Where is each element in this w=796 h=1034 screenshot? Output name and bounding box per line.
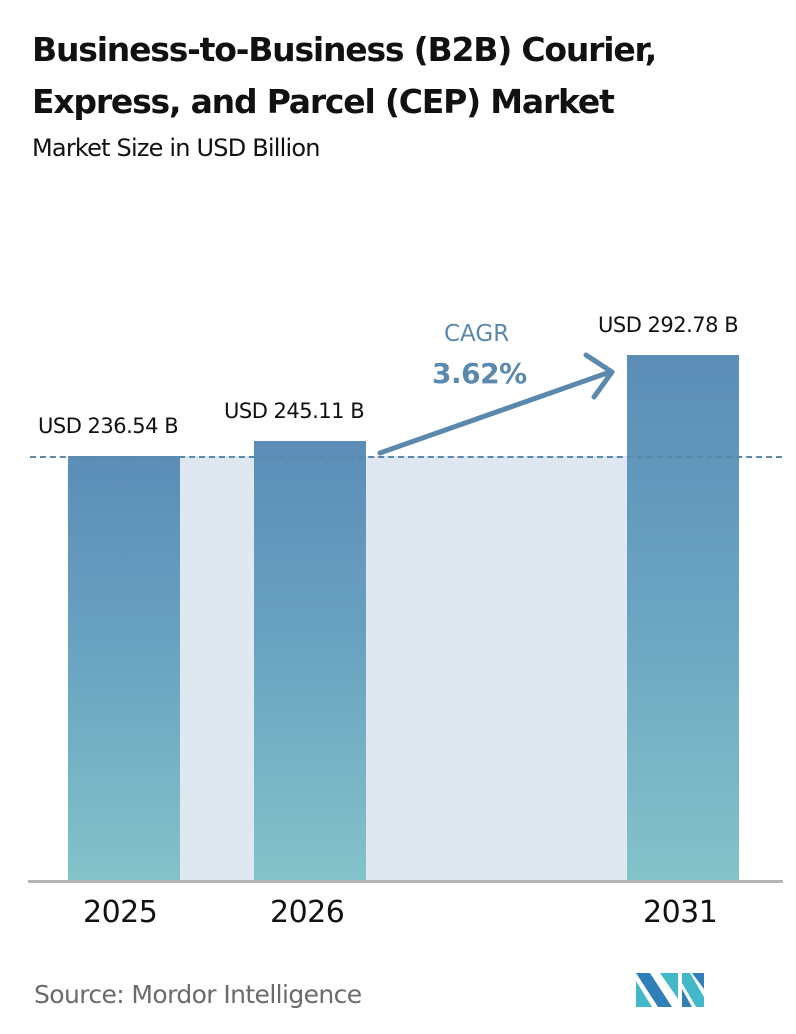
chart-title: Business-to-Business (B2B) Courier, Expr… [32, 30, 657, 121]
chart-subtitle: Market Size in USD Billion [32, 134, 320, 162]
bar-2025 [68, 456, 180, 881]
cagr-label: CAGR [444, 321, 510, 347]
x-label-2031: 2031 [643, 895, 718, 930]
x-axis-line [28, 880, 783, 883]
source-text: Source: Mordor Intelligence [34, 980, 362, 1009]
value-label-2026: USD 245.11 B [224, 399, 365, 423]
cagr-value: 3.62% [432, 357, 527, 390]
bar-2031 [627, 355, 739, 881]
x-label-2026: 2026 [270, 895, 345, 930]
mordor-intelligence-logo-icon [636, 973, 704, 1007]
x-label-2025: 2025 [83, 895, 158, 930]
value-label-2031: USD 292.78 B [598, 313, 739, 337]
reference-dashed-line [30, 456, 782, 458]
value-label-2025: USD 236.54 B [38, 414, 179, 438]
bar-2026 [254, 441, 366, 881]
